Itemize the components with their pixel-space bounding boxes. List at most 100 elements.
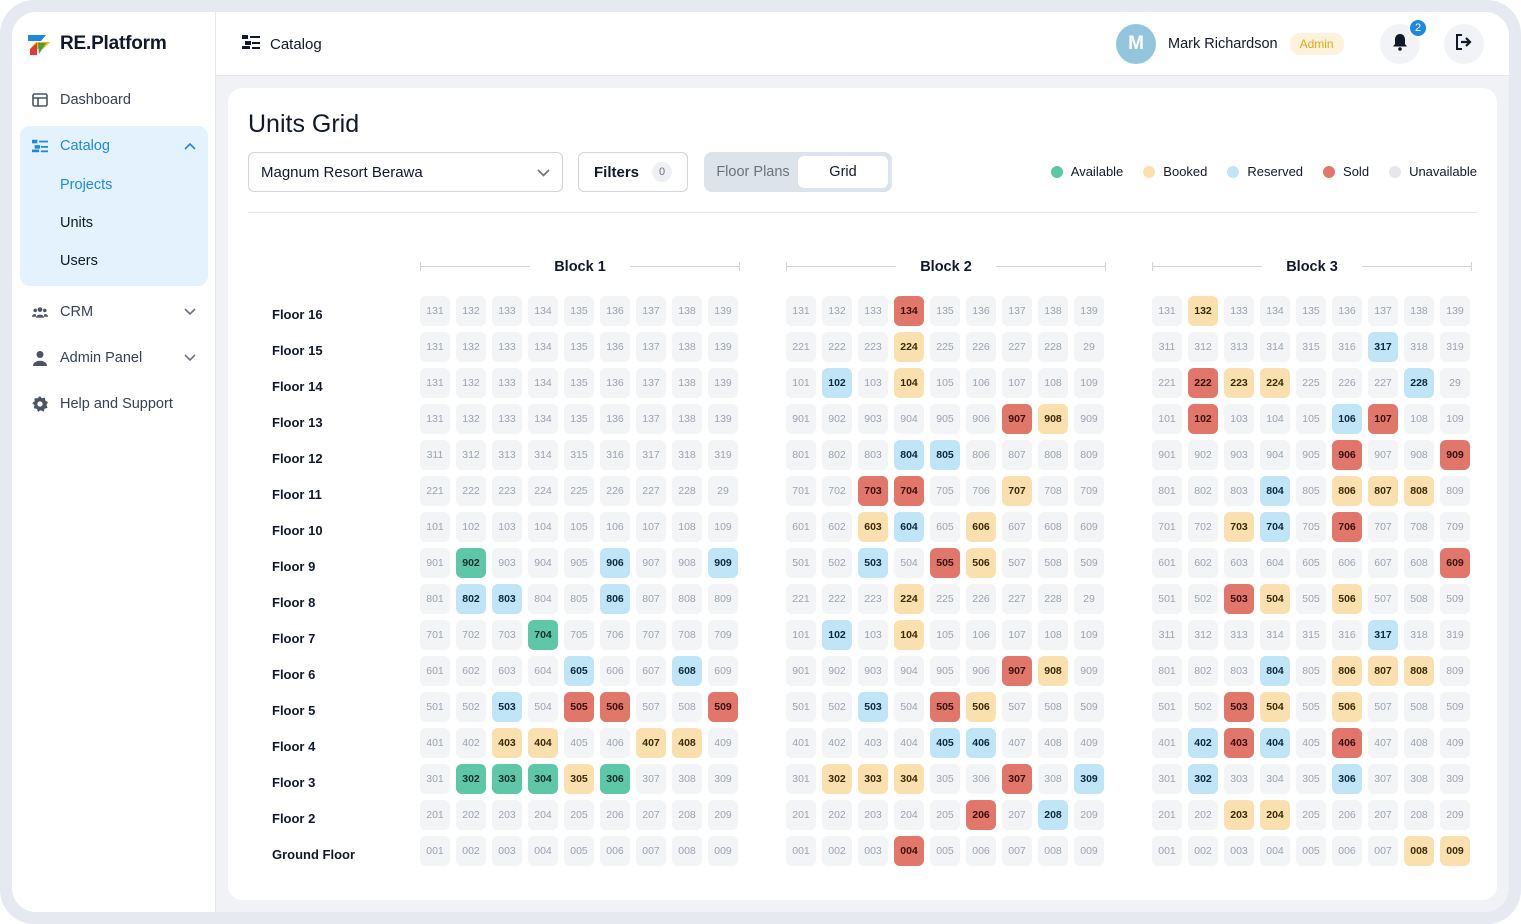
- unit-cell[interactable]: 133: [858, 296, 888, 326]
- unit-cell[interactable]: 807: [636, 584, 666, 614]
- unit-cell[interactable]: 905: [930, 404, 960, 434]
- unit-cell[interactable]: 108: [1038, 368, 1068, 398]
- unit-cell[interactable]: 003: [1224, 836, 1254, 866]
- unit-cell[interactable]: 408: [1404, 728, 1434, 758]
- unit-cell[interactable]: 227: [636, 476, 666, 506]
- unit-cell[interactable]: 305: [930, 764, 960, 794]
- unit-cell[interactable]: 705: [930, 476, 960, 506]
- unit-cell[interactable]: 802: [822, 440, 852, 470]
- unit-cell[interactable]: 103: [858, 368, 888, 398]
- sidebar-item-help[interactable]: Help and Support: [20, 384, 208, 424]
- unit-cell[interactable]: 906: [966, 404, 996, 434]
- unit-cell[interactable]: 106: [966, 620, 996, 650]
- unit-cell[interactable]: 316: [1332, 620, 1362, 650]
- unit-cell[interactable]: 138: [1038, 296, 1068, 326]
- unit-cell[interactable]: 808: [672, 584, 702, 614]
- unit-cell[interactable]: 132: [456, 296, 486, 326]
- unit-cell[interactable]: 808: [1038, 440, 1068, 470]
- unit-cell[interactable]: 228: [1404, 368, 1434, 398]
- unit-cell[interactable]: 802: [1188, 656, 1218, 686]
- unit-cell[interactable]: 907: [1368, 440, 1398, 470]
- unit-cell[interactable]: 907: [1002, 404, 1032, 434]
- unit-cell[interactable]: 301: [1152, 764, 1182, 794]
- unit-cell[interactable]: 226: [600, 476, 630, 506]
- unit-cell[interactable]: 136: [966, 296, 996, 326]
- sidebar-item-dashboard[interactable]: Dashboard: [20, 80, 208, 120]
- unit-cell[interactable]: 007: [1368, 836, 1398, 866]
- unit-cell[interactable]: 223: [1224, 368, 1254, 398]
- unit-cell[interactable]: 003: [858, 836, 888, 866]
- unit-cell[interactable]: 504: [528, 692, 558, 722]
- unit-cell[interactable]: 133: [492, 296, 522, 326]
- unit-cell[interactable]: 907: [636, 548, 666, 578]
- unit-cell[interactable]: 803: [858, 440, 888, 470]
- unit-cell[interactable]: 301: [420, 764, 450, 794]
- unit-cell[interactable]: 002: [456, 836, 486, 866]
- unit-cell[interactable]: 402: [822, 728, 852, 758]
- unit-cell[interactable]: 201: [786, 800, 816, 830]
- unit-cell[interactable]: 307: [1002, 764, 1032, 794]
- unit-cell[interactable]: 809: [1440, 656, 1470, 686]
- unit-cell[interactable]: 904: [894, 404, 924, 434]
- unit-cell[interactable]: 207: [636, 800, 666, 830]
- unit-cell[interactable]: 318: [1404, 332, 1434, 362]
- unit-cell[interactable]: 135: [1296, 296, 1326, 326]
- unit-cell[interactable]: 315: [1296, 332, 1326, 362]
- unit-cell[interactable]: 109: [1440, 404, 1470, 434]
- unit-cell[interactable]: 506: [966, 548, 996, 578]
- unit-cell[interactable]: 006: [1332, 836, 1362, 866]
- unit-cell[interactable]: 601: [1152, 548, 1182, 578]
- unit-cell[interactable]: 505: [564, 692, 594, 722]
- unit-cell[interactable]: 131: [786, 296, 816, 326]
- unit-cell[interactable]: 227: [1002, 332, 1032, 362]
- unit-cell[interactable]: 108: [1038, 620, 1068, 650]
- unit-cell[interactable]: 403: [858, 728, 888, 758]
- unit-cell[interactable]: 136: [600, 296, 630, 326]
- unit-cell[interactable]: 901: [786, 656, 816, 686]
- unit-cell[interactable]: 709: [1440, 512, 1470, 542]
- unit-cell[interactable]: 806: [966, 440, 996, 470]
- unit-cell[interactable]: 505: [1296, 584, 1326, 614]
- unit-cell[interactable]: 908: [1038, 404, 1068, 434]
- unit-cell[interactable]: 804: [894, 440, 924, 470]
- unit-cell[interactable]: 311: [1152, 332, 1182, 362]
- unit-cell[interactable]: 501: [1152, 692, 1182, 722]
- unit-cell[interactable]: 103: [492, 512, 522, 542]
- unit-cell[interactable]: 609: [1440, 548, 1470, 578]
- unit-cell[interactable]: 904: [528, 548, 558, 578]
- unit-cell[interactable]: 807: [1002, 440, 1032, 470]
- unit-cell[interactable]: 138: [672, 332, 702, 362]
- unit-cell[interactable]: 311: [420, 440, 450, 470]
- unit-cell[interactable]: 134: [528, 368, 558, 398]
- unit-cell[interactable]: 302: [822, 764, 852, 794]
- unit-cell[interactable]: 224: [528, 476, 558, 506]
- unit-cell[interactable]: 604: [894, 512, 924, 542]
- unit-cell[interactable]: 507: [1002, 692, 1032, 722]
- unit-cell[interactable]: 302: [456, 764, 486, 794]
- unit-cell[interactable]: 205: [1296, 800, 1326, 830]
- unit-cell[interactable]: 136: [600, 368, 630, 398]
- unit-cell[interactable]: 807: [1368, 656, 1398, 686]
- unit-cell[interactable]: 223: [858, 332, 888, 362]
- unit-cell[interactable]: 701: [786, 476, 816, 506]
- unit-cell[interactable]: 905: [930, 656, 960, 686]
- unit-cell[interactable]: 227: [1368, 368, 1398, 398]
- unit-cell[interactable]: 224: [894, 332, 924, 362]
- unit-cell[interactable]: 204: [894, 800, 924, 830]
- unit-cell[interactable]: 317: [1368, 620, 1398, 650]
- unit-cell[interactable]: 401: [786, 728, 816, 758]
- unit-cell[interactable]: 603: [492, 656, 522, 686]
- unit-cell[interactable]: 506: [1332, 692, 1362, 722]
- unit-cell[interactable]: 101: [786, 368, 816, 398]
- unit-cell[interactable]: 909: [708, 548, 738, 578]
- unit-cell[interactable]: 309: [1440, 764, 1470, 794]
- unit-cell[interactable]: 007: [1002, 836, 1032, 866]
- unit-cell[interactable]: 132: [1188, 296, 1218, 326]
- unit-cell[interactable]: 503: [1224, 692, 1254, 722]
- unit-cell[interactable]: 201: [1152, 800, 1182, 830]
- unit-cell[interactable]: 503: [858, 692, 888, 722]
- unit-cell[interactable]: 903: [1224, 440, 1254, 470]
- unit-cell[interactable]: 135: [564, 332, 594, 362]
- unit-cell[interactable]: 008: [1404, 836, 1434, 866]
- unit-cell[interactable]: 504: [894, 548, 924, 578]
